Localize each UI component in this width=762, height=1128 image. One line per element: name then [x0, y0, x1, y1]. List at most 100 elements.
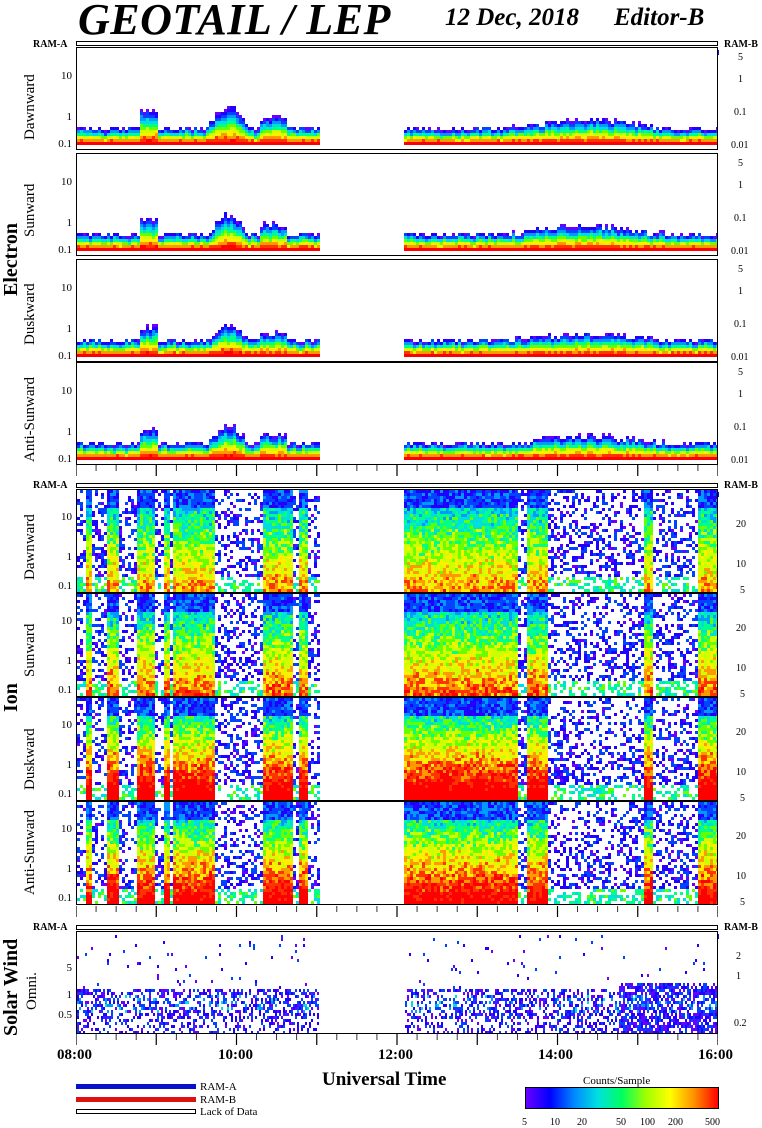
e1-rtick-1: 1: [738, 180, 743, 191]
panel-ion-sunward: [76, 593, 718, 697]
sw-rtick-2: 2: [736, 951, 741, 962]
i1-rtick-5: 5: [740, 689, 745, 700]
sw-ytick-0.5: 0.5: [44, 1009, 72, 1021]
e0-ytick-10: 10: [44, 70, 72, 82]
spectrogram: [77, 802, 717, 904]
e1-ytick-0.1: 0.1: [44, 244, 72, 256]
colorbar: [525, 1087, 719, 1109]
spectrogram: [77, 594, 717, 696]
i3-ytick-0.1: 0.1: [44, 892, 72, 904]
x-tick-1000: 10:00: [218, 1047, 253, 1064]
i0-ytick-0.1: 0.1: [44, 580, 72, 592]
e0-rtick-0.01: 0.01: [731, 140, 749, 151]
legend-ram-b-label: RAM-B: [200, 1094, 236, 1106]
e3-ytick-10: 10: [44, 385, 72, 397]
label-i-duskward: Duskward: [22, 728, 39, 790]
i3-ytick-1: 1: [44, 863, 73, 875]
i3-rtick-10: 10: [736, 871, 746, 882]
i0-rtick-20: 20: [736, 519, 746, 530]
panel-ion-duskward: [76, 697, 718, 801]
colorbar-tick-200: 200: [668, 1117, 683, 1128]
ram-a-label-ion: RAM-A: [33, 480, 67, 491]
label-e-sunward: Sunward: [22, 184, 39, 237]
e2-ytick-0.1: 0.1: [44, 350, 72, 362]
label-e-duskward: Duskward: [22, 283, 39, 345]
label-i-anti-sunward: Anti-Sunward: [22, 810, 39, 895]
legend-ram-a-swatch: [76, 1084, 196, 1089]
panel-solar-wind-omni: [76, 931, 718, 1034]
e3-rtick-0.01: 0.01: [731, 455, 749, 466]
colorbar-tick-10: 10: [550, 1117, 560, 1128]
colorbar-tick-20: 20: [577, 1117, 587, 1128]
label-e-anti-sunward: Anti-Sunward: [22, 377, 39, 462]
i2-ytick-0.1: 0.1: [44, 788, 72, 800]
i3-rtick-20: 20: [736, 831, 746, 842]
e2-rtick-0.1: 0.1: [734, 319, 747, 330]
label-i-sunward: Sunward: [22, 624, 39, 677]
legend-ram-a-label: RAM-A: [200, 1081, 237, 1093]
spectrogram: [77, 698, 717, 800]
e2-ytick-1: 1: [44, 323, 73, 335]
i2-rtick-10: 10: [736, 767, 746, 778]
x-axis-title: Universal Time: [322, 1069, 446, 1091]
e3-rtick-1: 1: [738, 389, 743, 400]
i2-ytick-1: 1: [44, 759, 73, 771]
i1-ytick-0.1: 0.1: [44, 684, 72, 696]
sw-ytick-5: 5: [44, 962, 73, 974]
group-label-ion: Ion: [0, 683, 23, 712]
time-ticks-electron: [76, 465, 718, 476]
sw-ytick-1: 1: [44, 989, 73, 1001]
legend-ram-b-swatch: [76, 1097, 196, 1102]
e1-rtick-0.01: 0.01: [731, 246, 749, 257]
spectrogram: [77, 324, 717, 357]
status-bar-electron: [76, 41, 719, 55]
i1-rtick-10: 10: [736, 663, 746, 674]
e1-ytick-10: 10: [44, 176, 72, 188]
ram-b-label-electron: RAM-B: [724, 39, 758, 50]
legend-no-data-label: Lack of Data: [200, 1106, 257, 1118]
i2-rtick-5: 5: [740, 793, 745, 804]
x-tick-0800: 08:00: [57, 1047, 92, 1064]
e0-rtick-1: 1: [738, 74, 743, 85]
spectrogram: [77, 424, 717, 460]
spectrogram: [77, 106, 717, 145]
e0-rtick-5: 5: [738, 52, 743, 63]
panel-electron-duskward: [76, 259, 718, 362]
ram-a-label-electron: RAM-A: [33, 39, 67, 50]
group-label-solar-wind: Solar Wind: [0, 939, 23, 1036]
sw-rtick-0.2: 0.2: [734, 1018, 747, 1029]
panel-ion-dawnward: [76, 489, 718, 593]
label-e-dawnward: Dawnward: [22, 74, 39, 140]
time-ticks-ion: [76, 906, 718, 917]
chart-title: GEOTAIL / LEP: [78, 0, 391, 45]
i2-rtick-20: 20: [736, 727, 746, 738]
colorbar-tick-100: 100: [640, 1117, 655, 1128]
e0-ytick-0.1: 0.1: [44, 138, 72, 150]
i2-ytick-10: 10: [44, 719, 72, 731]
i1-ytick-1: 1: [44, 655, 73, 667]
ram-b-label-sw: RAM-B: [724, 922, 758, 933]
chart-editor: Editor-B: [614, 4, 704, 32]
colorbar-tick-50: 50: [616, 1117, 626, 1128]
colorbar-tick-5: 5: [522, 1117, 527, 1128]
status-bar-ion: [76, 483, 719, 497]
colorbar-tick-500: 500: [705, 1117, 720, 1128]
spectrogram: [77, 935, 717, 1033]
e0-ytick-1: 1: [44, 111, 73, 123]
e1-ytick-1: 1: [44, 217, 73, 229]
i0-ytick-1: 1: [44, 551, 73, 563]
e2-rtick-5: 5: [738, 264, 743, 275]
i1-ytick-10: 10: [44, 615, 72, 627]
x-tick-1600: 16:00: [698, 1047, 733, 1064]
e1-rtick-5: 5: [738, 158, 743, 169]
e3-rtick-5: 5: [738, 367, 743, 378]
x-tick-1200: 12:00: [378, 1047, 413, 1064]
i0-rtick-5: 5: [740, 585, 745, 596]
i1-rtick-20: 20: [736, 623, 746, 634]
i0-ytick-10: 10: [44, 511, 72, 523]
e3-ytick-1: 1: [44, 426, 73, 438]
e2-ytick-10: 10: [44, 282, 72, 294]
spectrogram: [77, 490, 717, 592]
group-label-electron: Electron: [0, 223, 23, 296]
i3-ytick-10: 10: [44, 823, 72, 835]
